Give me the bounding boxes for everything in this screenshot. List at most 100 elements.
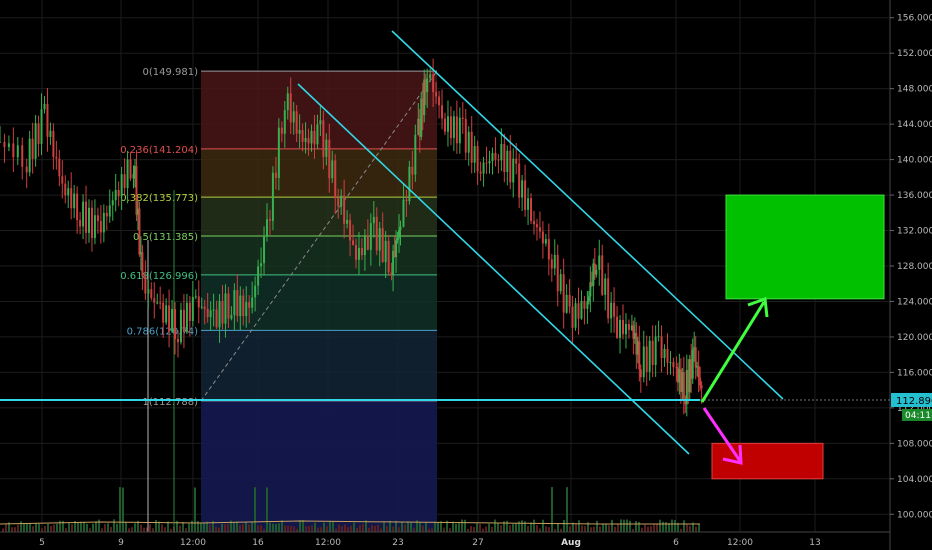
candle-body xyxy=(266,219,268,236)
volume-bar xyxy=(77,522,79,532)
volume-bar xyxy=(524,521,526,532)
volume-bar xyxy=(224,524,226,532)
volume-bar xyxy=(512,523,514,532)
candle-body xyxy=(556,254,559,292)
volume-bar xyxy=(464,519,466,532)
volume-bar xyxy=(374,525,376,532)
candle-body xyxy=(632,325,635,339)
volume-bar xyxy=(458,523,460,532)
volume-bar xyxy=(296,528,298,532)
candle-body xyxy=(669,362,672,364)
volume-bar xyxy=(203,522,205,532)
volume-bar xyxy=(23,523,25,532)
price-axis-label: 104.000 xyxy=(897,475,932,485)
candle-body xyxy=(527,198,530,210)
candle-body xyxy=(147,289,150,294)
volume-bar xyxy=(506,520,508,532)
volume-bar xyxy=(149,524,151,532)
time-axis-label: 12:00 xyxy=(727,538,753,548)
candle-body xyxy=(79,220,82,227)
volume-bar xyxy=(497,523,499,532)
last-price-badge xyxy=(891,392,932,407)
volume-bar xyxy=(218,527,220,532)
volume-bar xyxy=(527,525,529,532)
volume-bar xyxy=(146,527,148,532)
candle-body xyxy=(194,296,197,298)
volume-bar xyxy=(107,523,109,532)
volume-bar xyxy=(155,520,157,532)
candle-body xyxy=(283,110,286,134)
fib-level-label: 0(149.981) xyxy=(142,67,198,78)
candle-body xyxy=(467,131,470,153)
candle-body xyxy=(298,130,301,134)
candle-body xyxy=(485,162,488,164)
volume-bar xyxy=(200,523,202,532)
channel-upper-line[interactable] xyxy=(391,30,784,400)
candle-body xyxy=(432,74,435,92)
candle-body xyxy=(233,290,236,316)
candle-body xyxy=(114,189,117,201)
candle-body xyxy=(378,228,381,251)
candle-body xyxy=(7,143,10,148)
candle-body xyxy=(473,146,476,163)
candle-body xyxy=(331,160,334,179)
candle-body xyxy=(55,156,58,159)
channel-lower-line[interactable] xyxy=(297,83,690,455)
volume-bar xyxy=(638,521,640,532)
volume-bar xyxy=(239,525,241,532)
candle-body xyxy=(476,146,479,172)
candle-body xyxy=(402,199,405,227)
volume-bar xyxy=(620,519,622,532)
volume-bar xyxy=(557,523,559,532)
volume-bar xyxy=(587,522,589,532)
volume-bar xyxy=(386,526,388,532)
fib-level-label: 0.618(126.996) xyxy=(120,271,198,282)
candle-body xyxy=(461,117,464,119)
volume-bar xyxy=(428,528,430,532)
volume-bar xyxy=(479,524,481,532)
volume-bar xyxy=(242,524,244,532)
candle-body xyxy=(630,325,633,330)
volume-bar xyxy=(536,525,538,532)
fib-zone xyxy=(201,71,437,149)
candle-body xyxy=(313,130,316,145)
volume-bar xyxy=(431,528,433,532)
time-axis-label: 16 xyxy=(252,538,264,548)
volume-bar xyxy=(380,528,382,532)
candle-body xyxy=(185,302,188,333)
volume-bar xyxy=(488,523,490,532)
bearish-arrow-head xyxy=(722,444,743,465)
volume-bar xyxy=(392,526,394,532)
volume-bar xyxy=(677,522,679,532)
candle-body xyxy=(135,166,138,215)
price-axis-label: 120.000 xyxy=(897,333,932,343)
volume-bar xyxy=(131,527,133,532)
volume-bar xyxy=(5,524,7,532)
candle-body xyxy=(133,166,136,174)
volume-bar xyxy=(2,528,4,532)
candle-body xyxy=(636,341,639,355)
candle-body xyxy=(136,208,139,215)
volume-bar xyxy=(560,528,562,532)
candle-body xyxy=(224,293,227,324)
candle-body xyxy=(123,174,126,188)
candle-body xyxy=(138,208,141,255)
candle-body xyxy=(289,93,292,123)
volume-bar xyxy=(641,527,643,532)
candle-body xyxy=(616,316,619,338)
volume-bar xyxy=(83,521,85,532)
volume-bar xyxy=(269,522,271,532)
volume-bar xyxy=(143,527,145,532)
candle-body xyxy=(179,309,182,343)
candle-body xyxy=(12,143,15,158)
volume-bar xyxy=(668,523,670,532)
candle-body xyxy=(503,144,506,172)
candle-body xyxy=(242,295,245,317)
candle-body xyxy=(691,349,694,379)
candle-body xyxy=(21,145,24,167)
candle-body xyxy=(301,130,304,142)
candle-body xyxy=(405,199,408,202)
upside-target-box[interactable] xyxy=(725,194,885,300)
